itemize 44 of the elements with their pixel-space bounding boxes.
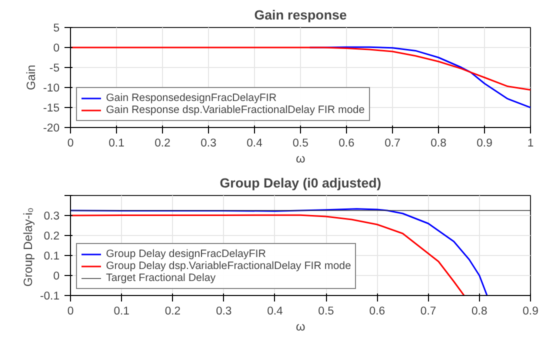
legend-label: Gain Response dsp.VariableFractionalDelay FIR mode — [106, 104, 365, 116]
legend-label: Target Fractional Delay — [106, 272, 216, 284]
y-axis-title: Group Delay-i₀ — [20, 208, 35, 287]
legend-label: Group Delay dsp.VariableFractionalDelay FIR mode — [106, 260, 352, 272]
x-tick-label: 0 — [67, 138, 74, 150]
x-axis-title: ω — [296, 320, 306, 334]
legend-label: Gain ResponsedesignFracDelayFIR — [106, 92, 277, 104]
x-tick-label: 0.1 — [108, 138, 124, 150]
x-tick-label: 0.2 — [154, 138, 170, 150]
line-series — [70, 46, 530, 91]
y-axis-title: Gain — [24, 64, 38, 90]
chart-title: Group Delay (i0 adjusted) — [220, 176, 382, 190]
x-tick-label: 0.9 — [476, 138, 492, 150]
x-tick-label: 0.2 — [164, 306, 181, 318]
y-tick-label: -10 — [43, 82, 60, 94]
y-tick-label: 0 — [53, 270, 60, 282]
x-tick-label: 0.6 — [338, 138, 354, 150]
legend-label: Group Delay designFracDelayFIR — [106, 248, 266, 260]
y-tick-label: -20 — [43, 122, 60, 134]
x-tick-label: 0.5 — [318, 306, 334, 318]
x-tick-label: 0.5 — [292, 138, 308, 150]
y-tick-label: -15 — [43, 102, 60, 114]
x-tick-label: 0.1 — [114, 306, 130, 318]
y-tick-label: 0 — [53, 42, 60, 54]
x-tick-label: 1 — [527, 138, 534, 150]
chart-title: Gain response — [254, 8, 347, 22]
x-tick-label: 0.7 — [420, 306, 436, 318]
x-tick-label: 0.3 — [200, 138, 216, 150]
x-tick-label: 0.8 — [472, 306, 488, 318]
x-tick-label: 0.8 — [430, 138, 446, 150]
x-tick-label: 0.7 — [384, 138, 400, 150]
x-tick-label: 0.3 — [216, 306, 232, 318]
x-axis-title: ω — [296, 152, 306, 166]
y-tick-label: 0.1 — [44, 250, 60, 262]
x-tick-label: 0.4 — [246, 138, 262, 150]
x-tick-label: 0.4 — [267, 306, 283, 318]
x-tick-label: 0.9 — [522, 306, 538, 318]
y-tick-label: 0.2 — [44, 230, 60, 242]
x-tick-label: 0 — [67, 306, 74, 318]
y-tick-label: -5 — [49, 62, 60, 74]
x-tick-label: 0.6 — [369, 306, 386, 318]
y-tick-label: 0.3 — [44, 210, 60, 222]
y-tick-label: -0.1 — [40, 290, 60, 302]
y-tick-label: 5 — [53, 22, 60, 34]
